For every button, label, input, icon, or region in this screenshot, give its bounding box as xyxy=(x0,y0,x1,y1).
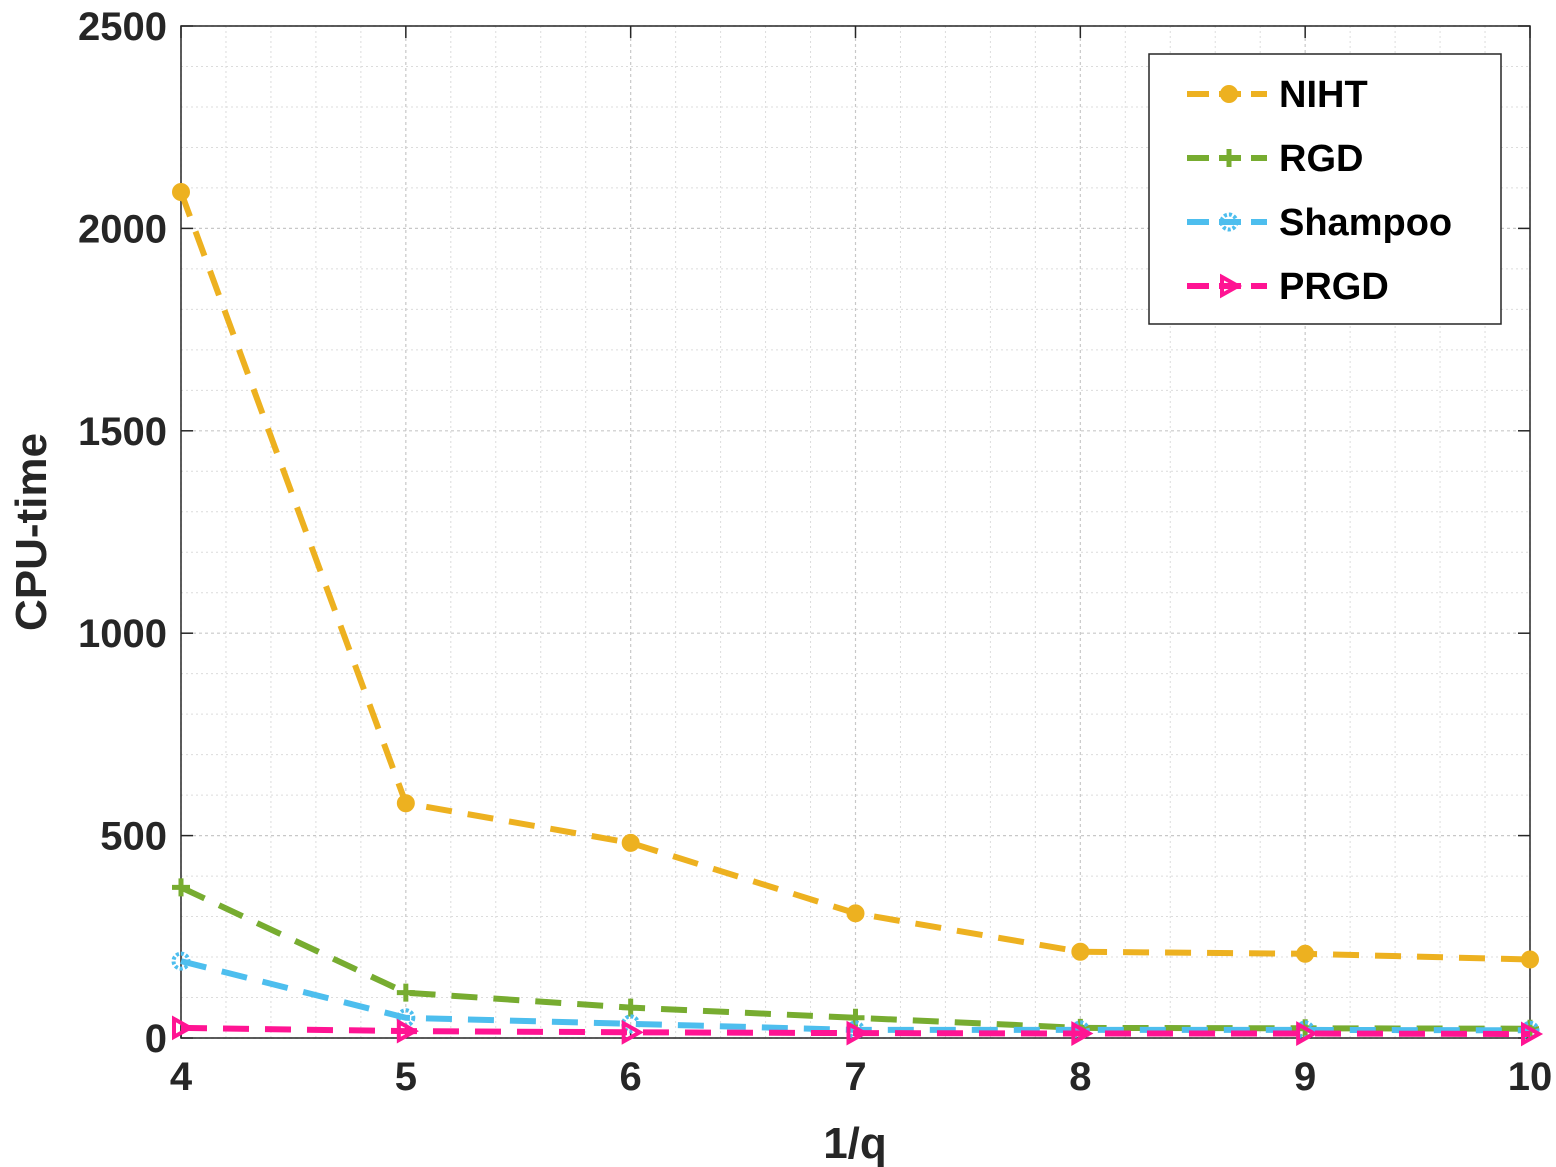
y-axis-label: CPU-time xyxy=(7,433,56,631)
y-tick-label: 1000 xyxy=(78,612,167,656)
data-point-prgd xyxy=(1296,1021,1319,1046)
data-point-rgd xyxy=(396,983,415,1002)
y-tick-label: 0 xyxy=(145,1017,167,1061)
legend-label-rgd: RGD xyxy=(1279,138,1363,180)
y-tick-label: 500 xyxy=(100,815,167,859)
axes: 4 5 6 7 8 9 10 0 500 1000 1500 2000 2500 xyxy=(78,5,1552,1099)
legend-item-niht: NIHT xyxy=(1187,74,1368,116)
y-tick-label: 1500 xyxy=(78,410,167,454)
legend-label-shampoo: Shampoo xyxy=(1279,202,1452,244)
series-niht xyxy=(172,182,1539,969)
legend-marker-rgd xyxy=(1220,149,1238,167)
legend-item-rgd: RGD xyxy=(1187,138,1363,180)
data-point-niht xyxy=(1071,942,1090,961)
data-point-rgd xyxy=(621,998,640,1017)
legend-label-niht: NIHT xyxy=(1279,74,1368,116)
data-point-niht xyxy=(846,904,865,923)
legend-label-prgd: PRGD xyxy=(1279,266,1389,308)
data-point-prgd xyxy=(1521,1021,1544,1047)
legend-marker-prgd xyxy=(1220,273,1243,299)
data-point-niht xyxy=(1296,944,1315,963)
y-tick-label: 2500 xyxy=(78,5,167,49)
x-tick-label: 5 xyxy=(395,1055,417,1099)
x-axis-label: 1/q xyxy=(823,1119,887,1167)
data-point-prgd xyxy=(172,1015,195,1041)
data-point-niht xyxy=(172,182,190,201)
x-tick-label: 10 xyxy=(1508,1055,1553,1099)
x-tick-label: 6 xyxy=(620,1055,642,1099)
legend-item-prgd: PRGD xyxy=(1187,266,1389,308)
data-point-prgd xyxy=(396,1018,419,1044)
series-prgd xyxy=(172,1015,1544,1047)
series-line-prgd xyxy=(180,1024,1531,1037)
data-point-rgd xyxy=(172,878,190,897)
data-point-shampoo xyxy=(621,1014,641,1034)
data-point-prgd xyxy=(846,1020,869,1046)
x-tick-label: 9 xyxy=(1294,1055,1316,1099)
legend-marker-shampoo xyxy=(1219,212,1239,232)
legend-item-shampoo: Shampoo xyxy=(1187,202,1452,244)
y-tick-label: 2000 xyxy=(78,207,167,251)
data-point-niht xyxy=(1521,950,1539,969)
data-point-shampoo xyxy=(171,951,191,971)
data-point-niht xyxy=(396,794,415,813)
legend-box xyxy=(1148,53,1502,325)
x-tick-label: 7 xyxy=(844,1055,866,1099)
x-tick-label: 8 xyxy=(1069,1055,1091,1099)
legend: NIHT RGD Shampoo PRGD xyxy=(1148,53,1502,325)
data-point-prgd xyxy=(1071,1021,1094,1046)
legend-marker-niht xyxy=(1220,85,1238,103)
data-point-niht xyxy=(621,833,640,852)
data-point-prgd xyxy=(621,1019,644,1045)
series-layer xyxy=(171,182,1544,1047)
x-tick-label: 4 xyxy=(170,1055,193,1099)
